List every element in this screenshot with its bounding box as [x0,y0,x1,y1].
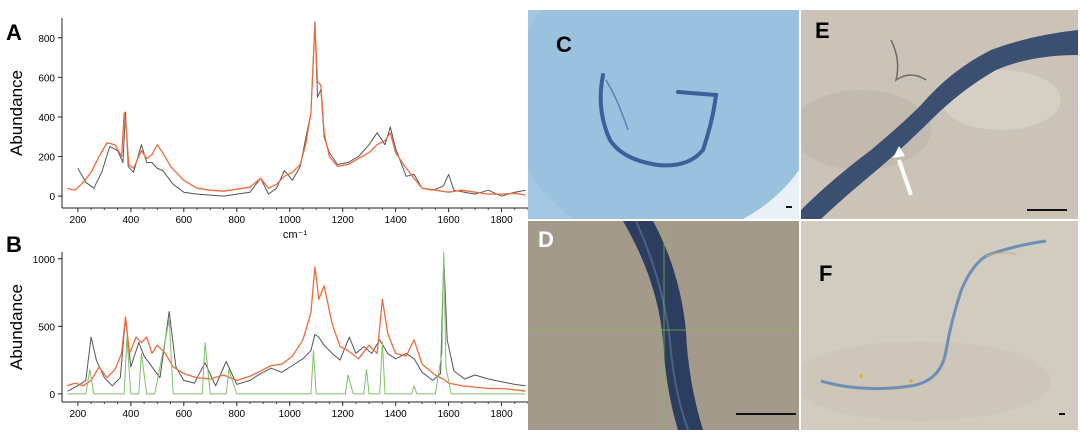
panel-label-a: A [6,20,22,45]
y-tick-label: 800 [38,34,55,45]
y-axis-label: Abundance [7,284,26,370]
x-tick-label: 600 [175,215,192,226]
x-tick-label: 1200 [332,215,355,226]
micrograph-e: E [801,10,1078,219]
y-tick-label: 0 [49,192,55,203]
y-tick-label: 200 [38,153,55,164]
series-line-1 [67,25,526,196]
x-tick-label: 400 [122,409,139,420]
series-line-2 [67,251,526,395]
y-tick-label: 0 [49,390,55,401]
x-axis-label: cm⁻¹ [283,229,307,241]
panel-label-c: C [556,32,572,57]
x-tick-label: 1800 [490,409,513,420]
x-tick-label: 1600 [437,215,460,226]
x-tick-label: 200 [70,215,87,226]
micrograph-f: F [801,221,1078,430]
x-tick-label: 800 [228,215,245,226]
x-tick-label: 1600 [437,409,460,420]
spectra-figure: A Abundance 0 200 400 600 800 200 400 600 800 1000 1… [6,18,529,420]
series-line-0 [77,21,526,197]
x-tick-label: 600 [175,409,192,420]
panel-label-e: E [815,18,830,43]
x-tick-label: 1000 [279,409,302,420]
y-axis-label: Abundance [7,70,26,156]
x-tick-label: 1000 [279,215,302,226]
series-line-0 [67,258,526,392]
y-tick-label: 400 [38,113,55,124]
micrograph-c: C [528,10,799,219]
y-tick-label: 1000 [33,255,56,266]
x-tick-label: 1400 [384,409,407,420]
panel-label-b: B [6,232,22,257]
x-tick-label: 800 [228,409,245,420]
micrograph-d: D [528,221,799,430]
panel-label-f: F [819,261,833,286]
x-tick-label: 1200 [332,409,355,420]
y-tick-label: 600 [38,73,55,84]
x-tick-label: 200 [70,409,87,420]
x-tick-label: 1400 [384,215,407,226]
x-tick-label: 1800 [490,215,513,226]
series-line-1 [67,266,526,392]
x-tick-label: 400 [122,215,139,226]
panel-label-d: D [538,227,554,252]
y-tick-label: 500 [38,322,55,333]
